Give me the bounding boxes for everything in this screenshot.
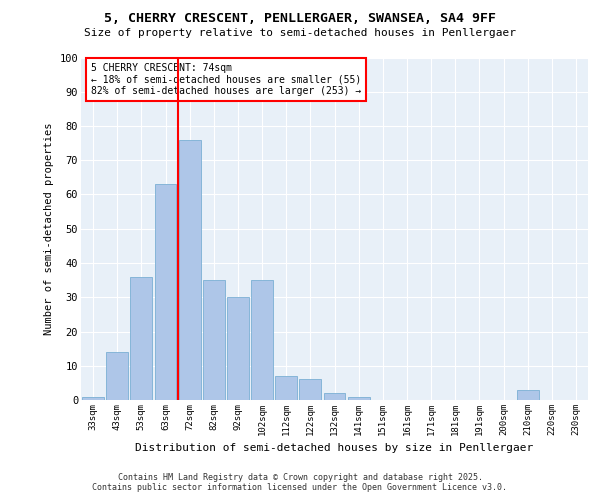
Bar: [106, 352, 128, 400]
Bar: [82, 396, 104, 400]
Bar: [517, 390, 539, 400]
Bar: [323, 393, 346, 400]
Bar: [227, 297, 249, 400]
Bar: [130, 276, 152, 400]
Bar: [348, 396, 370, 400]
Bar: [203, 280, 224, 400]
Bar: [179, 140, 200, 400]
Text: Size of property relative to semi-detached houses in Penllergaer: Size of property relative to semi-detach…: [84, 28, 516, 38]
Text: 5, CHERRY CRESCENT, PENLLERGAER, SWANSEA, SA4 9FF: 5, CHERRY CRESCENT, PENLLERGAER, SWANSEA…: [104, 12, 496, 26]
Bar: [299, 380, 321, 400]
Text: Contains HM Land Registry data © Crown copyright and database right 2025.
Contai: Contains HM Land Registry data © Crown c…: [92, 473, 508, 492]
Bar: [275, 376, 297, 400]
Bar: [251, 280, 273, 400]
X-axis label: Distribution of semi-detached houses by size in Penllergaer: Distribution of semi-detached houses by …: [136, 444, 533, 454]
Text: 5 CHERRY CRESCENT: 74sqm
← 18% of semi-detached houses are smaller (55)
82% of s: 5 CHERRY CRESCENT: 74sqm ← 18% of semi-d…: [91, 62, 361, 96]
Bar: [155, 184, 176, 400]
Y-axis label: Number of semi-detached properties: Number of semi-detached properties: [44, 122, 54, 335]
